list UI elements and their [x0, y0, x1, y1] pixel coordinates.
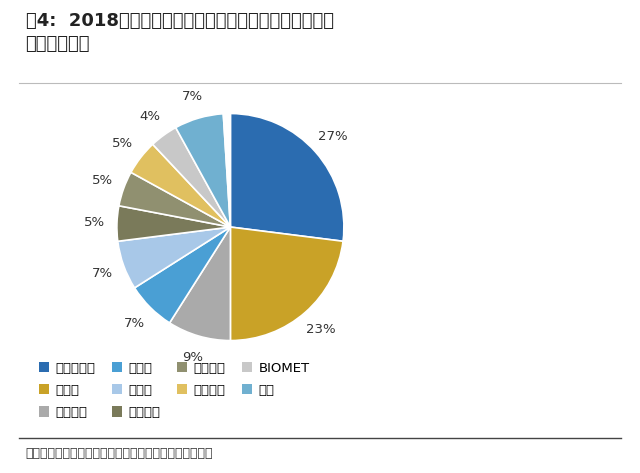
Text: 27%: 27% [318, 131, 348, 143]
Text: 4%: 4% [140, 110, 161, 123]
Text: 5%: 5% [84, 216, 105, 229]
Text: 7%: 7% [182, 90, 203, 103]
Wedge shape [170, 227, 230, 341]
Wedge shape [223, 114, 230, 227]
Text: 9%: 9% [182, 351, 203, 364]
Text: 23%: 23% [306, 323, 335, 336]
Wedge shape [230, 114, 344, 241]
Wedge shape [153, 128, 230, 227]
Text: 7%: 7% [124, 317, 145, 330]
Text: 5%: 5% [92, 175, 113, 187]
Wedge shape [118, 227, 230, 288]
Text: 图4:  2018年国内钛材料颅骨修补固定产品市场份额（以: 图4: 2018年国内钛材料颅骨修补固定产品市场份额（以 [26, 12, 333, 30]
Wedge shape [131, 144, 230, 227]
Text: 出厂价计算）: 出厂价计算） [26, 35, 90, 53]
Wedge shape [117, 206, 230, 241]
Wedge shape [230, 227, 343, 341]
Text: 数据来源：康拓医疗招股说明书，广发证券发展研究中心: 数据来源：康拓医疗招股说明书，广发证券发展研究中心 [26, 447, 213, 460]
Wedge shape [134, 227, 230, 323]
Wedge shape [119, 172, 230, 227]
Text: 5%: 5% [112, 137, 133, 150]
Text: 7%: 7% [92, 267, 113, 280]
Wedge shape [176, 114, 230, 227]
Legend: 强生辛迪思, 美敦力, 康拓医疗, 史塞克, 比多亚, 康尔医疗, 双申医疗, 大博医疗, BIOMET, 其他: 强生辛迪思, 美敦力, 康拓医疗, 史塞克, 比多亚, 康尔医疗, 双申医疗, … [38, 362, 310, 419]
